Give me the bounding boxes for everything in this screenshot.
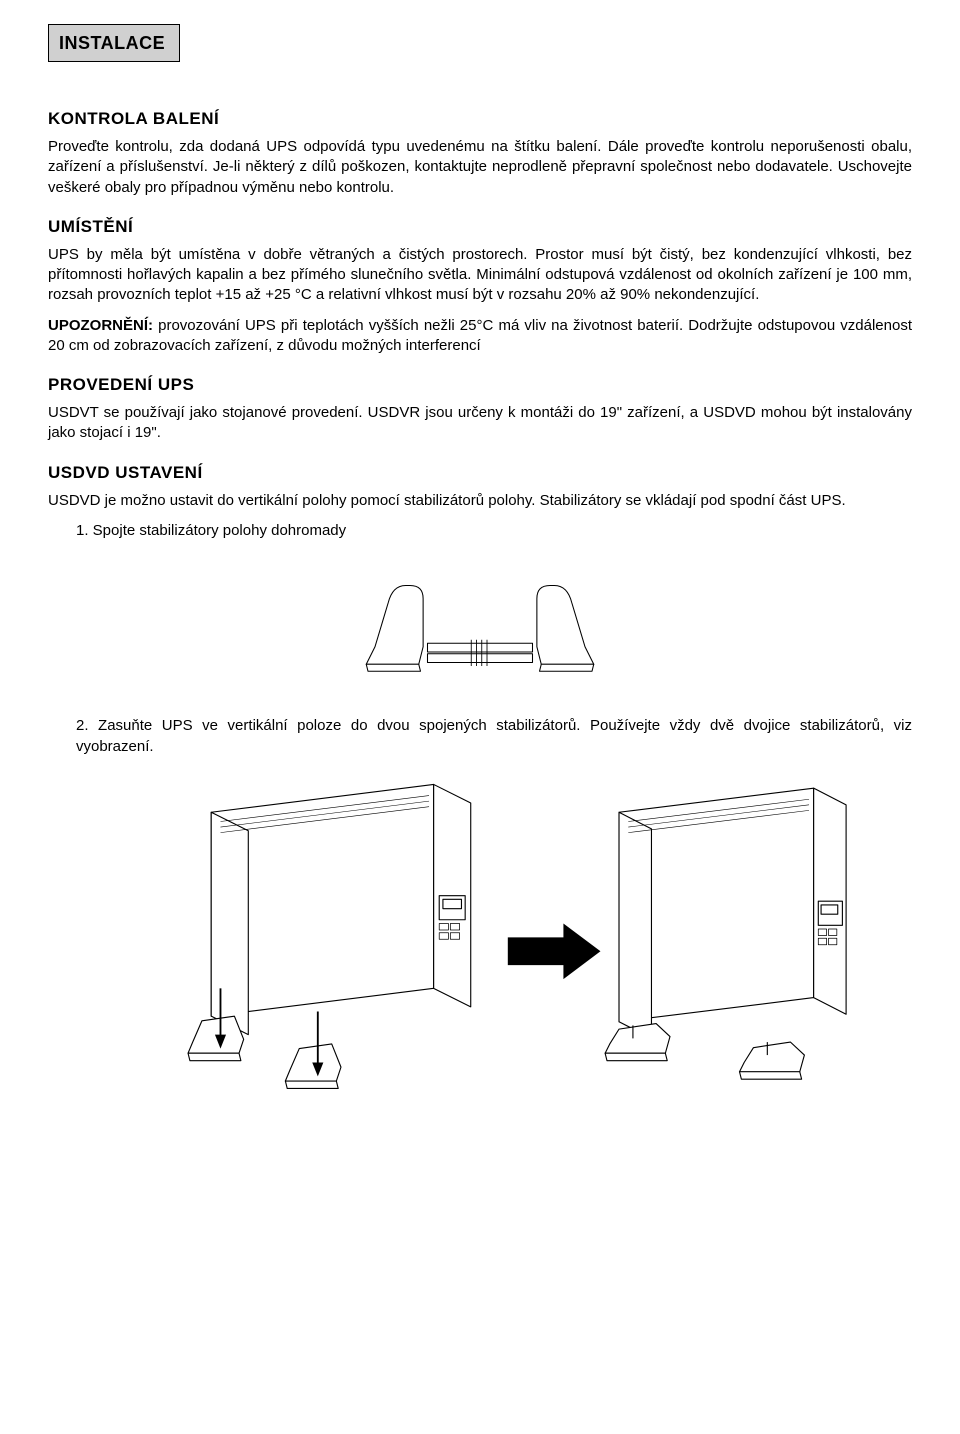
section-tab: INSTALACE — [48, 24, 180, 62]
para-provedeni: USDVT se používají jako stojanové proved… — [48, 403, 912, 444]
warn-label: UPOZORNĚNÍ: — [48, 317, 153, 334]
para-umisteni-1: UPS by měla být umístěna v dobře větraný… — [48, 245, 912, 306]
step-2: 2. Zasuňte UPS ve vertikální poloze do d… — [48, 716, 912, 757]
tab-title: INSTALACE — [59, 33, 165, 53]
para-kontrola: Proveďte kontrolu, zda dodaná UPS odpoví… — [48, 137, 912, 198]
step-1: 1. Spojte stabilizátory polohy dohromady — [48, 521, 912, 541]
para-umisteni-warn: UPOZORNĚNÍ: provozování UPS při teplotác… — [48, 316, 912, 357]
heading-kontrola: KONTROLA BALENÍ — [48, 108, 912, 131]
heading-ustaveni: USDVD USTAVENÍ — [48, 462, 912, 485]
figure-stabilizers — [48, 559, 912, 688]
para-ustaveni-intro: USDVD je možno ustavit do vertikální pol… — [48, 491, 912, 511]
figure-ups-insertion — [48, 775, 912, 1115]
warn-body: provozování UPS při teplotách vyšších ne… — [48, 317, 912, 354]
heading-provedeni: PROVEDENÍ UPS — [48, 374, 912, 397]
heading-umisteni: UMÍSTĚNÍ — [48, 216, 912, 239]
